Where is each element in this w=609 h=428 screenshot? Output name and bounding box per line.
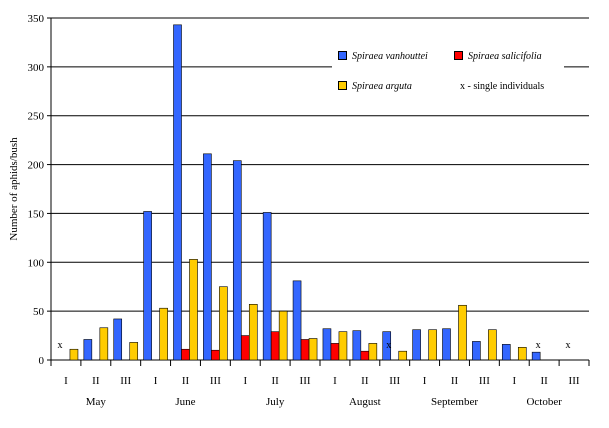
- single-individual-marker: x: [386, 340, 391, 351]
- legend-item-arguta: Spiraea arguta: [338, 81, 412, 92]
- y-tick-label: 250: [28, 111, 45, 123]
- bar: [382, 331, 392, 361]
- bar: [143, 211, 152, 361]
- bar: [308, 338, 318, 361]
- bar: [517, 346, 527, 361]
- bar: [203, 153, 212, 361]
- bar: [352, 330, 362, 361]
- y-tick-label: 300: [28, 62, 45, 74]
- bar: [83, 339, 93, 361]
- bar: [300, 339, 310, 361]
- month-label: September: [431, 396, 478, 408]
- bar: [173, 24, 182, 361]
- bar: [211, 349, 220, 361]
- x-tick-label: III: [210, 375, 221, 387]
- bar: [488, 329, 497, 361]
- y-tick-label: 150: [28, 208, 45, 220]
- bar: [442, 328, 451, 361]
- y-tick-label: 350: [28, 13, 45, 25]
- bar: [472, 341, 481, 361]
- legend-label-arguta: Spiraea arguta: [352, 81, 412, 92]
- legend-swatch-salicifolia: [454, 51, 463, 60]
- bar: [270, 331, 280, 361]
- x-tick-label: I: [512, 375, 516, 387]
- x-tick-label: II: [451, 375, 459, 387]
- x-tick-label: III: [569, 375, 580, 387]
- bar: [189, 259, 198, 361]
- x-tick-label: I: [64, 375, 68, 387]
- bar: [99, 327, 109, 361]
- bar: [501, 344, 511, 361]
- legend-swatch-vanhouttei: [338, 51, 347, 60]
- legend-item-salicifolia: Spiraea salicifolia: [454, 51, 542, 62]
- single-individual-marker: x: [57, 340, 62, 351]
- bar: [248, 304, 258, 361]
- y-axis-label: Number of aphids/bush: [8, 137, 20, 241]
- bar: [181, 348, 190, 361]
- bar: [322, 328, 332, 361]
- bar: [159, 307, 168, 361]
- bar: [278, 310, 288, 361]
- x-tick-label: II: [182, 375, 190, 387]
- x-tick-label: III: [389, 375, 400, 387]
- month-label: June: [175, 396, 195, 408]
- bar: [232, 160, 242, 361]
- month-label: July: [266, 396, 285, 408]
- x-tick-label: I: [423, 375, 427, 387]
- bar: [129, 342, 139, 361]
- bar: [360, 350, 370, 361]
- month-label: October: [526, 396, 562, 408]
- x-tick-label: II: [361, 375, 369, 387]
- single-individual-marker: x: [566, 340, 571, 351]
- bar: [531, 351, 541, 361]
- x-tick-label: II: [92, 375, 100, 387]
- y-tick-label: 50: [33, 306, 45, 318]
- x-tick-label: III: [120, 375, 131, 387]
- bar: [428, 329, 437, 361]
- x-tick-label: I: [154, 375, 158, 387]
- x-tick-label: III: [300, 375, 311, 387]
- bar: [458, 304, 467, 361]
- bar: [69, 348, 79, 361]
- bar: [338, 331, 348, 361]
- y-tick-label: 100: [28, 257, 45, 269]
- legend-item-vanhouttei: Spiraea vanhouttei: [338, 51, 428, 62]
- bar: [292, 280, 302, 361]
- bar: [219, 286, 228, 361]
- legend-note-single-individuals: x - single individuals: [460, 81, 545, 92]
- bar: [330, 343, 340, 361]
- x-tick-label: II: [272, 375, 280, 387]
- single-individual-marker: x: [536, 340, 541, 351]
- legend-label-vanhouttei: Spiraea vanhouttei: [352, 51, 428, 62]
- x-tick-label: I: [243, 375, 247, 387]
- month-label: August: [349, 396, 381, 408]
- bar: [398, 350, 408, 361]
- legend: Spiraea vanhouttei Spiraea salicifolia S…: [332, 42, 564, 98]
- bar: [240, 335, 250, 361]
- bar: [262, 212, 272, 361]
- month-label: May: [86, 396, 107, 408]
- x-tick-label: II: [541, 375, 549, 387]
- x-tick-label: I: [333, 375, 337, 387]
- y-tick-label: 200: [28, 160, 45, 172]
- bar: [412, 329, 421, 361]
- legend-swatch-arguta: [338, 81, 347, 90]
- x-tick-label: III: [479, 375, 490, 387]
- legend-label-salicifolia: Spiraea salicifolia: [468, 51, 542, 62]
- y-tick-label: 0: [39, 355, 45, 367]
- bar: [368, 343, 378, 361]
- bar: [113, 318, 123, 361]
